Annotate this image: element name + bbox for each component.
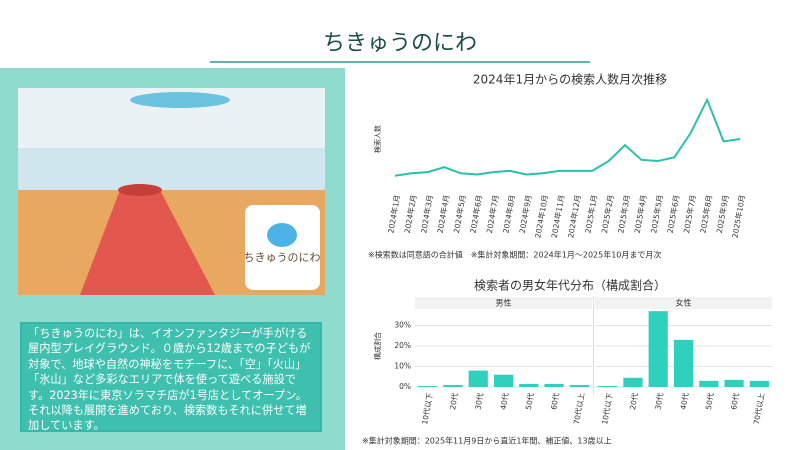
x-tick-label: 2024年9月 bbox=[517, 194, 534, 234]
x-tick-label: 60代 bbox=[548, 391, 561, 410]
data-line bbox=[394, 97, 741, 177]
x-tick-label: 2024年12月 bbox=[565, 194, 582, 239]
x-tick-label: 2025年4月 bbox=[632, 194, 649, 234]
x-tick-label: 70代以上 bbox=[751, 391, 766, 425]
x-tick-label: 2025年6月 bbox=[665, 194, 682, 234]
bar bbox=[569, 384, 589, 387]
panel-label: 男性 bbox=[496, 298, 512, 308]
x-tick-label: 2025年1月 bbox=[582, 194, 599, 234]
chart-note: ※集計対象期間：2025年11月9日から直近1年間、補正値、13歳以上 bbox=[362, 436, 612, 446]
chart-title: 検索者の男女年代分布（構成割合） bbox=[474, 278, 666, 293]
bar bbox=[749, 380, 769, 387]
x-tick-label: 50代 bbox=[703, 391, 716, 410]
y-tick-label: 0% bbox=[399, 382, 411, 391]
x-tick-label: 2025年3月 bbox=[615, 194, 632, 234]
bar bbox=[673, 339, 694, 387]
x-tick-label: 2024年5月 bbox=[451, 194, 468, 234]
x-tick-label: 2024年8月 bbox=[500, 194, 517, 234]
bar bbox=[493, 374, 514, 387]
chart-note: ※検索数は同意語の合計値 ※集計対象期間：2024年1月～2025年10月まで月… bbox=[368, 250, 661, 260]
x-tick-label: 2025年2月 bbox=[599, 194, 616, 234]
bar bbox=[598, 385, 618, 387]
x-tick-label: 2025年7月 bbox=[681, 194, 698, 234]
y-axis-label: 構成割合 bbox=[373, 332, 382, 360]
logo-text: ちきゅうのにわ bbox=[244, 251, 321, 264]
slide-title: ちきゅうのにわ bbox=[323, 31, 477, 56]
x-tick-label: 2025年5月 bbox=[648, 194, 665, 234]
x-tick-label: 10代以下 bbox=[599, 391, 614, 425]
x-tick-label: 30代 bbox=[472, 391, 485, 410]
x-tick-label: 2024年1月 bbox=[385, 194, 402, 234]
panel-header bbox=[595, 297, 772, 309]
bar bbox=[468, 370, 488, 387]
bar bbox=[519, 383, 539, 387]
x-tick-label: 2025年10月 bbox=[730, 194, 747, 239]
bar bbox=[443, 384, 463, 387]
x-tick-label: 40代 bbox=[498, 391, 511, 410]
x-tick-label: 10代以下 bbox=[419, 391, 434, 425]
y-tick-label: 20% bbox=[394, 341, 411, 350]
chart-title: 2024年1月からの検索人数月次推移 bbox=[473, 72, 667, 87]
x-tick-label: 2024年10月 bbox=[532, 194, 549, 239]
panel-label: 女性 bbox=[676, 298, 692, 308]
y-tick-label: 30% bbox=[394, 321, 411, 330]
y-tick-label: 10% bbox=[394, 362, 411, 371]
x-tick-label: 40代 bbox=[678, 391, 691, 410]
x-tick-label: 2024年2月 bbox=[402, 194, 419, 234]
bar bbox=[724, 379, 744, 387]
x-tick-label: 20代 bbox=[627, 391, 640, 410]
panel-header bbox=[415, 297, 592, 309]
x-tick-label: 70代以上 bbox=[571, 391, 586, 425]
bar bbox=[648, 311, 668, 387]
x-tick-label: 2024年11月 bbox=[549, 194, 566, 239]
x-tick-label: 2024年4月 bbox=[435, 194, 452, 234]
x-tick-label: 30代 bbox=[652, 391, 665, 410]
bar bbox=[418, 385, 438, 387]
x-tick-label: 50代 bbox=[523, 391, 536, 410]
x-tick-label: 2025年9月 bbox=[714, 194, 731, 234]
x-tick-label: 2024年3月 bbox=[418, 194, 435, 234]
x-tick-label: 2024年7月 bbox=[484, 194, 501, 234]
x-tick-label: 60代 bbox=[728, 391, 741, 410]
x-tick-label: 2024年6月 bbox=[467, 194, 484, 234]
x-tick-label: 20代 bbox=[447, 391, 460, 410]
description: 「ちきゅうのにわ」は、イオンファンタジーが手がける屋内型プレイグラウンド。０歳か… bbox=[20, 322, 322, 432]
bar bbox=[699, 380, 719, 387]
y-axis-label: 検索人数 bbox=[373, 125, 382, 153]
bar bbox=[544, 383, 564, 387]
bar bbox=[623, 377, 643, 387]
photo: ちきゅうのにわ bbox=[18, 88, 325, 295]
x-tick-label: 2025年8月 bbox=[697, 194, 714, 234]
